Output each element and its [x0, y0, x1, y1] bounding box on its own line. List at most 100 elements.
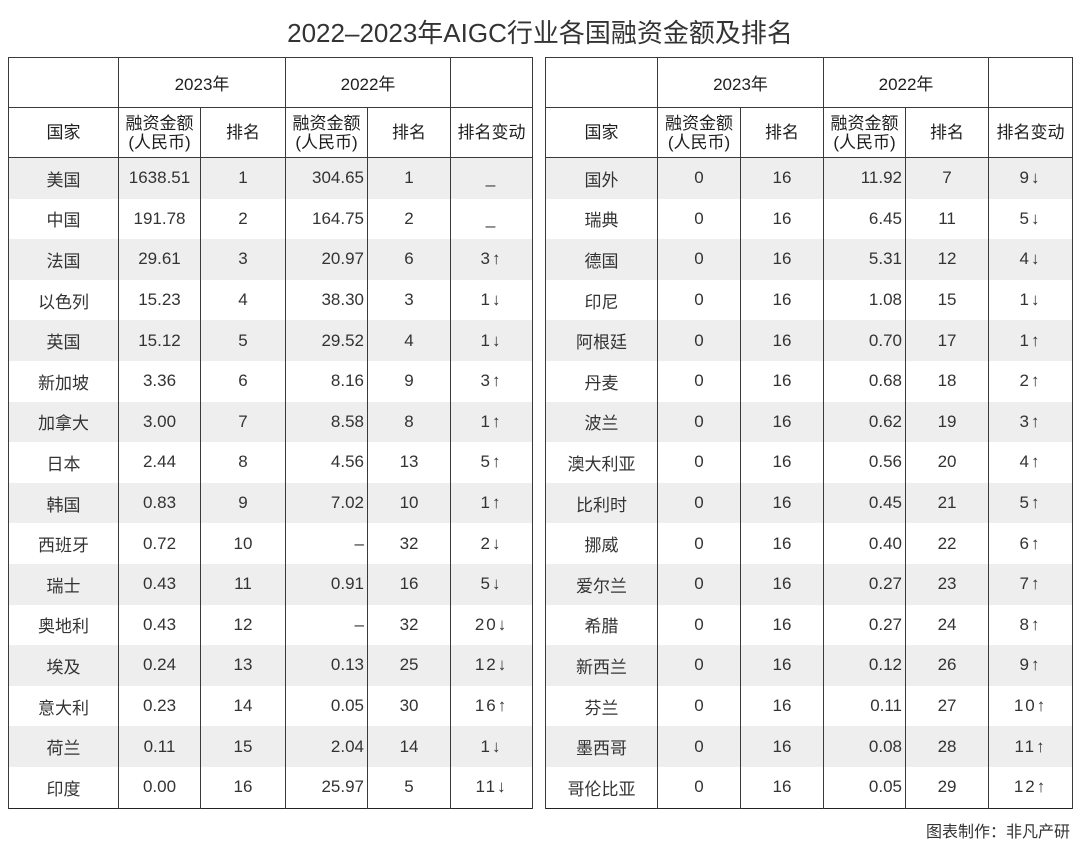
- rank-2023-cell: 16: [739, 685, 825, 727]
- chart-title: 2022–2023年AIGC行业各国融资金额及排名: [287, 18, 793, 48]
- amount-2023-cell: 1638.51: [118, 157, 201, 199]
- rank-change-cell: _: [450, 157, 534, 199]
- rank-2023-cell: 16: [739, 726, 825, 767]
- column-header-row: 国家 融资金额 (人民币) 排名 融资金额 (人民币) 排名 排名变动: [545, 107, 1074, 158]
- rank-2023-cell: 16: [739, 360, 825, 402]
- table-row: 爱尔兰 0 16 0.27 23 7↑: [545, 563, 1074, 605]
- rank-2023-cell: 1: [199, 157, 287, 199]
- amount-2022-cell: 8.16: [285, 360, 369, 402]
- amount-2022-cell: 0.70: [823, 320, 907, 361]
- amount-2022-cell: 2.04: [285, 726, 369, 767]
- rank-change-cell: 12↓: [450, 645, 534, 686]
- column-header-rank-2022: 排名: [367, 107, 452, 158]
- country-cell: 芬兰: [545, 685, 658, 727]
- rank-2022-cell: 5: [367, 766, 452, 808]
- country-cell: 丹麦: [545, 360, 658, 402]
- rank-2023-cell: 14: [199, 685, 287, 727]
- rank-2023-cell: 5: [199, 320, 287, 361]
- rank-2023-cell: 15: [199, 726, 287, 767]
- amount-2022-cell: 0.11: [823, 685, 907, 727]
- rank-2022-cell: 25: [367, 645, 452, 686]
- column-header-amount-2023: 融资金额 (人民币): [657, 107, 741, 158]
- amount-2023-cell: 15.12: [118, 320, 201, 361]
- table-row: 意大利 0.23 14 0.05 30 16↑: [8, 685, 534, 727]
- rank-change-cell: 7↑: [988, 563, 1074, 605]
- rank-2023-cell: 2: [199, 198, 287, 240]
- amount-2023-cell: 0: [657, 685, 741, 727]
- country-cell: 哥伦比亚: [545, 766, 658, 808]
- amount-2022-cell: 0.27: [823, 604, 907, 646]
- rank-2022-cell: 18: [905, 360, 990, 402]
- column-header-rank-change: 排名变动: [450, 107, 534, 158]
- column-header-rank-2022: 排名: [905, 107, 990, 158]
- amount-2023-cell: 0.11: [118, 726, 201, 767]
- table-row: 阿根廷 0 16 0.70 17 1↑: [545, 320, 1074, 361]
- amount-2023-cell: 0.72: [118, 523, 201, 564]
- country-cell: 印度: [8, 766, 119, 808]
- amount-2022-cell: 29.52: [285, 320, 369, 361]
- rank-change-cell: 3↑: [988, 401, 1074, 443]
- rank-2023-cell: 8: [199, 442, 287, 483]
- rank-2023-cell: 16: [739, 442, 825, 483]
- table-row: 英国 15.12 5 29.52 4 1↓: [8, 320, 534, 361]
- rank-2022-cell: 26: [905, 645, 990, 686]
- amount-2023-cell: 0: [657, 320, 741, 361]
- rank-2023-cell: 16: [739, 604, 825, 646]
- rank-change-cell: 1↑: [450, 482, 534, 524]
- header-blank-country: [545, 57, 658, 108]
- amount-2022-cell: 0.45: [823, 482, 907, 524]
- rank-change-cell: 8↑: [988, 604, 1074, 646]
- table-row: 国外 0 16 11.92 7 9↓: [545, 157, 1074, 199]
- column-header-country: 国家: [545, 107, 658, 158]
- rank-2022-cell: 30: [367, 685, 452, 727]
- rank-change-cell: 1↓: [450, 726, 534, 767]
- header-blank-country: [8, 57, 119, 108]
- table-row: 挪威 0 16 0.40 22 6↑: [545, 523, 1074, 564]
- amount-2023-cell: 0: [657, 401, 741, 443]
- rank-2022-cell: 32: [367, 604, 452, 646]
- rank-2023-cell: 4: [199, 279, 287, 321]
- amount-2023-cell: 0: [657, 523, 741, 564]
- country-cell: 英国: [8, 320, 119, 361]
- rank-change-cell: 5↑: [450, 442, 534, 483]
- table-row: 荷兰 0.11 15 2.04 14 1↓: [8, 726, 534, 767]
- rank-change-cell: 2↑: [988, 360, 1074, 402]
- amount-2022-cell: 0.05: [823, 766, 907, 808]
- amount-2022-cell: 1.08: [823, 279, 907, 321]
- rank-2022-cell: 32: [367, 523, 452, 564]
- amount-2022-cell: 38.30: [285, 279, 369, 321]
- rank-2022-cell: 3: [367, 279, 452, 321]
- country-cell: 墨西哥: [545, 726, 658, 767]
- amount-2022-cell: 304.65: [285, 157, 369, 199]
- rank-2023-cell: 6: [199, 360, 287, 402]
- amount-2022-cell: 0.56: [823, 442, 907, 483]
- amount-2022-cell: 0.13: [285, 645, 369, 686]
- amount-2022-cell: –: [285, 604, 369, 646]
- amount-2022-cell: 5.31: [823, 239, 907, 280]
- rank-2023-cell: 10: [199, 523, 287, 564]
- table-row: 新西兰 0 16 0.12 26 9↑: [545, 645, 1074, 686]
- rank-2022-cell: 10: [367, 482, 452, 524]
- amount-2022-cell: 0.08: [823, 726, 907, 767]
- rank-change-cell: 5↓: [988, 198, 1074, 240]
- rank-2023-cell: 16: [739, 198, 825, 240]
- ranking-table-left: 2023年 2022年 国家 融资金额 (人民币) 排名 融资金额 (人民币) …: [8, 57, 534, 809]
- rank-2022-cell: 29: [905, 766, 990, 808]
- amount-2022-cell: 0.91: [285, 563, 369, 605]
- rank-change-cell: 2↓: [450, 523, 534, 564]
- table-row: 加拿大 3.00 7 8.58 8 1↑: [8, 401, 534, 443]
- amount-2023-cell: 0: [657, 360, 741, 402]
- year-header-2022: 2022年: [285, 57, 452, 108]
- rank-change-cell: 9↑: [988, 645, 1074, 686]
- amount-2022-cell: 8.58: [285, 401, 369, 443]
- amount-2022-cell: 7.02: [285, 482, 369, 524]
- amount-2023-cell: 0.24: [118, 645, 201, 686]
- amount-2023-cell: 3.36: [118, 360, 201, 402]
- country-cell: 挪威: [545, 523, 658, 564]
- rank-change-cell: 3↑: [450, 360, 534, 402]
- rank-change-cell: 16↑: [450, 685, 534, 727]
- amount-2023-cell: 0: [657, 726, 741, 767]
- country-cell: 印尼: [545, 279, 658, 321]
- rank-change-cell: 11↓: [450, 766, 534, 808]
- country-cell: 中国: [8, 198, 119, 240]
